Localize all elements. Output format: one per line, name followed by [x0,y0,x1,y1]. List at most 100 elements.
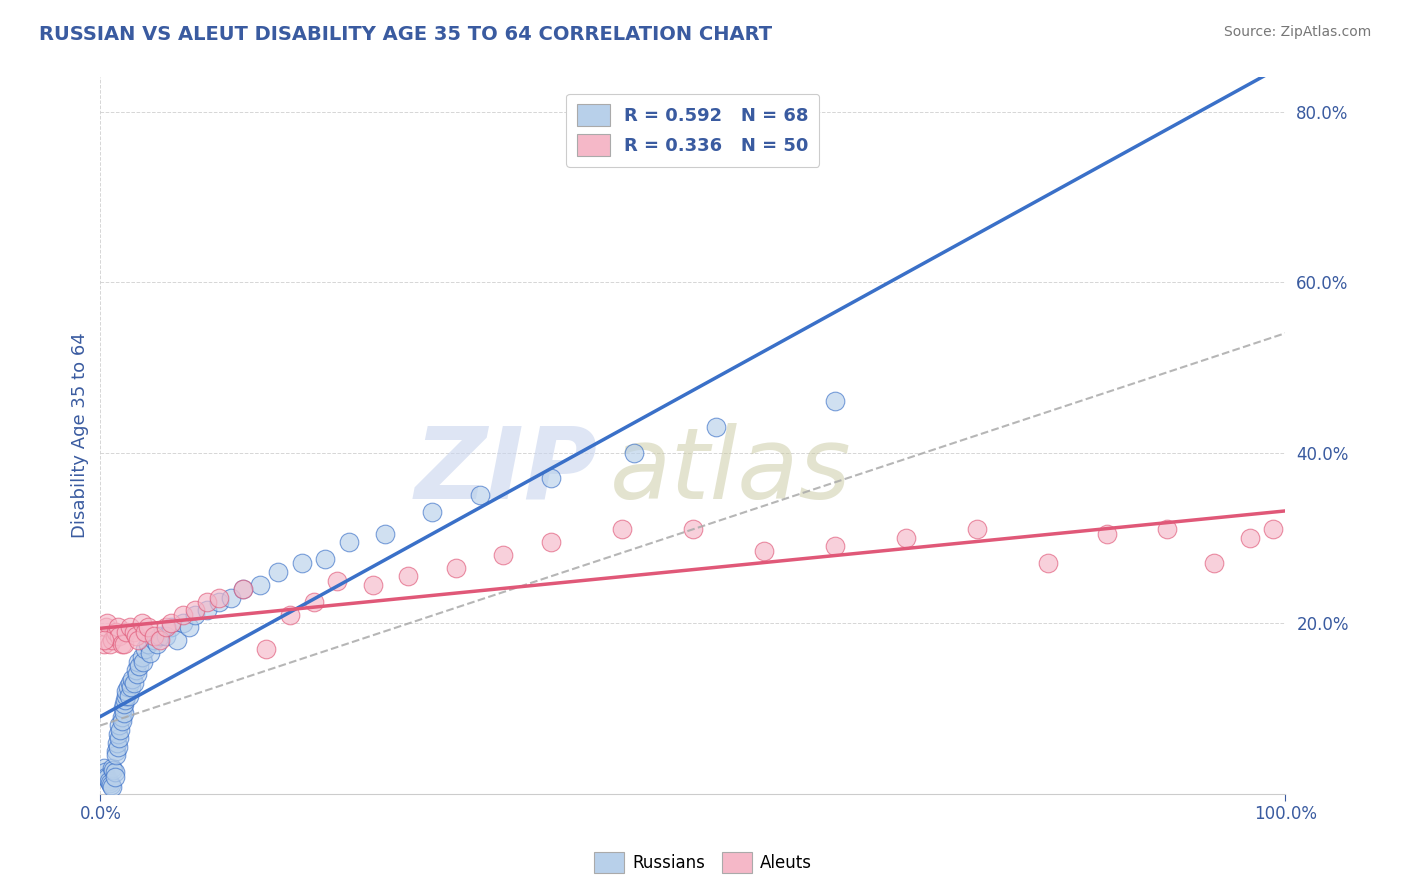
Point [136,637,159,651]
Point [120,680,142,694]
Point [706,420,728,434]
Text: ZIP: ZIP [415,423,598,520]
Point [254,641,277,656]
Point [1038,557,1060,571]
Legend: R = 0.592   N = 68, R = 0.336   N = 50: R = 0.592 N = 68, R = 0.336 N = 50 [567,94,820,167]
Point [166,633,188,648]
Legend: Russians, Aleuts: Russians, Aleuts [588,846,818,880]
Point [115,624,138,639]
Point [131,616,153,631]
Point [96,616,118,631]
Point [101,633,124,648]
Point [1097,526,1119,541]
Point [103,629,125,643]
Point [337,535,360,549]
Point [112,706,135,720]
Point [208,595,231,609]
Point [111,710,134,724]
Point [267,565,290,579]
Point [111,701,134,715]
Point [97,773,120,788]
Point [96,620,118,634]
Point [111,714,134,729]
Point [231,582,253,596]
Point [122,676,145,690]
Point [104,744,127,758]
Point [155,620,177,634]
Y-axis label: Disability Age 35 to 64: Disability Age 35 to 64 [72,333,89,539]
Point [1239,531,1261,545]
Point [118,689,141,703]
Point [396,569,419,583]
Point [361,578,384,592]
Point [108,629,131,643]
Point [104,748,127,763]
Point [103,763,125,777]
Point [142,633,165,648]
Point [172,607,194,622]
Point [172,616,194,631]
Point [111,637,134,651]
Point [103,770,125,784]
Point [752,543,775,558]
Point [682,522,704,536]
Point [966,522,988,536]
Point [374,526,396,541]
Point [610,522,633,536]
Point [127,655,149,669]
Point [105,735,128,749]
Point [103,765,125,780]
Point [96,770,118,784]
Point [195,595,218,609]
Point [96,772,118,786]
Point [468,488,491,502]
Point [139,646,162,660]
Point [302,595,325,609]
Point [195,603,218,617]
Point [101,780,124,794]
Point [125,629,148,643]
Point [155,629,177,643]
Point [117,680,139,694]
Point [149,633,172,648]
Text: atlas: atlas [610,423,852,520]
Point [824,540,846,554]
Point [824,394,846,409]
Point [492,548,515,562]
Point [420,505,443,519]
Point [444,560,467,574]
Point [98,637,121,651]
Text: Source: ZipAtlas.com: Source: ZipAtlas.com [1223,25,1371,39]
Point [326,574,349,588]
Point [142,629,165,643]
Point [623,445,645,459]
Point [136,620,159,634]
Point [291,557,314,571]
Point [112,697,135,711]
Point [101,761,124,775]
Point [118,676,141,690]
Point [894,531,917,545]
Point [127,633,149,648]
Point [100,778,122,792]
Point [115,684,138,698]
Point [125,663,148,677]
Point [107,727,129,741]
Point [179,620,201,634]
Point [134,641,156,656]
Text: RUSSIAN VS ALEUT DISABILITY AGE 35 TO 64 CORRELATION CHART: RUSSIAN VS ALEUT DISABILITY AGE 35 TO 64… [39,25,772,44]
Point [121,672,143,686]
Point [108,718,131,732]
Point [107,739,129,754]
Point [114,693,136,707]
Point [134,624,156,639]
Point [93,637,115,651]
Point [118,620,141,634]
Point [107,620,129,634]
Point [540,471,562,485]
Point [1156,522,1178,536]
Point [184,607,207,622]
Point [110,723,132,737]
Point [146,637,169,651]
Point [231,582,253,596]
